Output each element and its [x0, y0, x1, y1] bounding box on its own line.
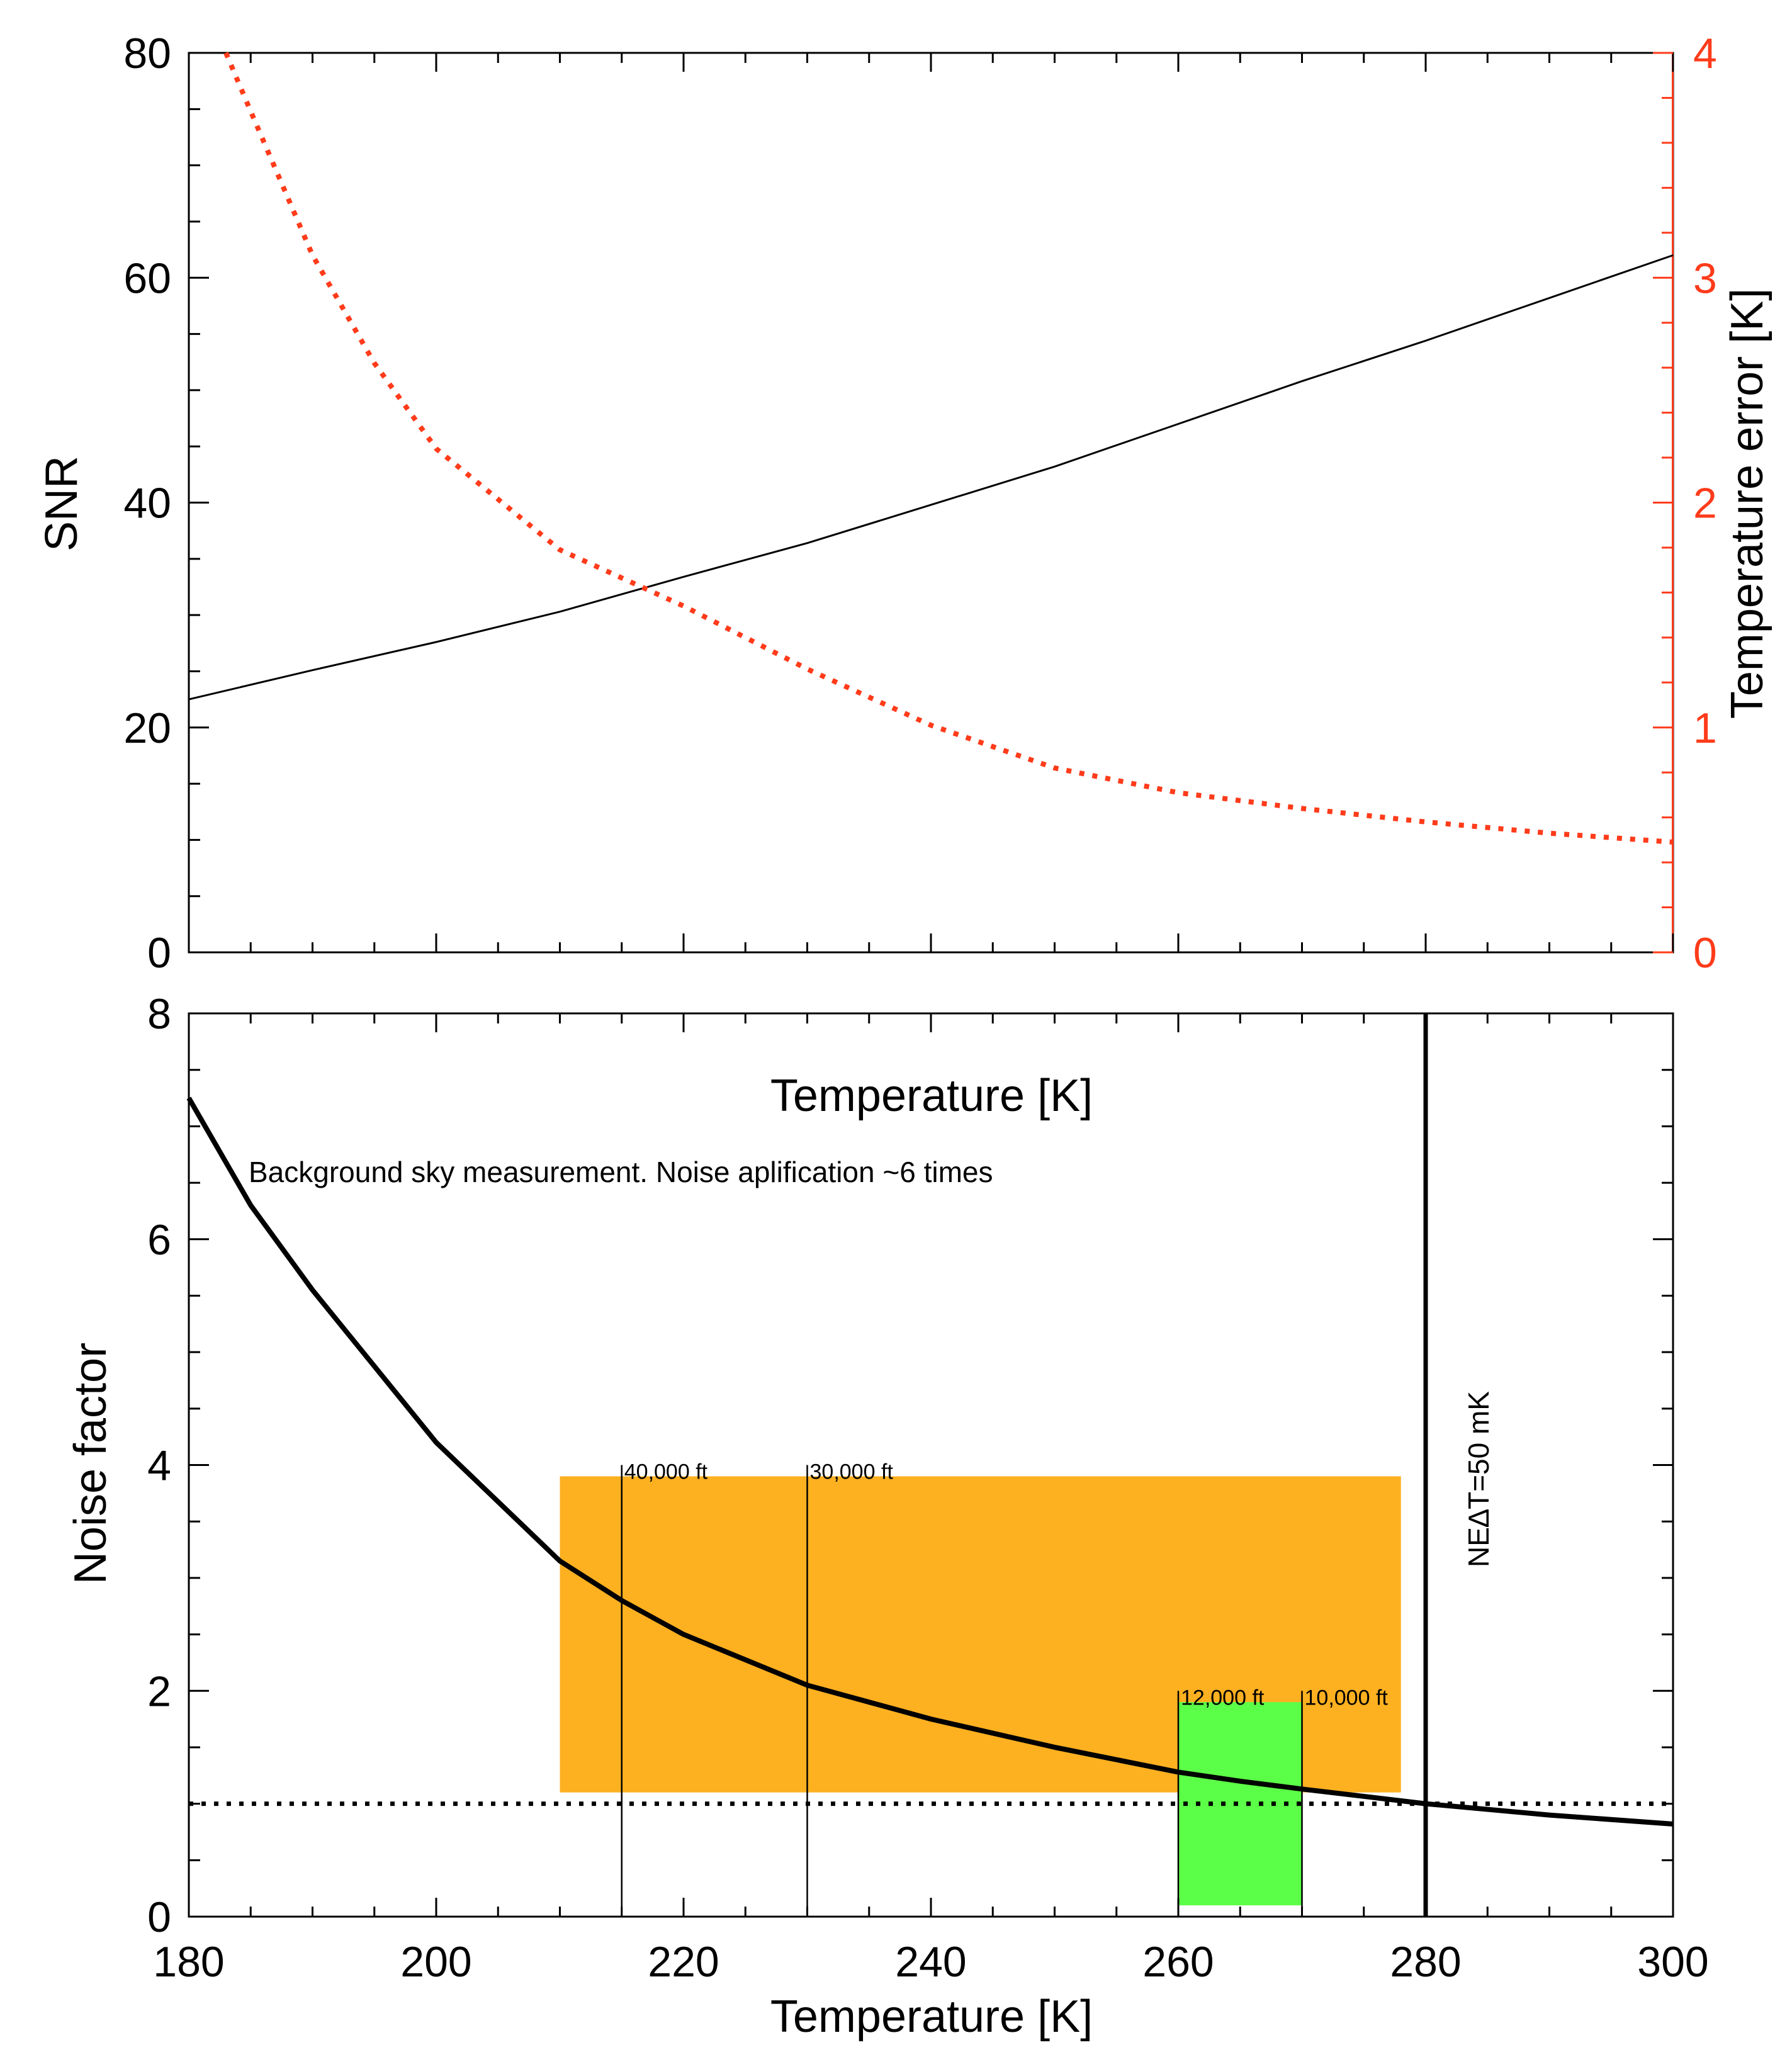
bottom-y-tick-label: 6: [147, 1216, 171, 1264]
top-y-tick-label: 20: [123, 704, 171, 752]
bottom-panel: 40,000 ft 30,000 ft 12,000 ft 10,000 ft 180…: [65, 990, 1709, 2042]
bottom-x-tick-label: 240: [895, 1938, 966, 1986]
bottom-x-tick-label: 280: [1390, 1938, 1461, 1986]
bottom-panel-title: Temperature [K]: [770, 1071, 1093, 1121]
altitude-marker-label: 40,000 ft: [624, 1460, 708, 1484]
bottom-x-tick-label: 180: [153, 1938, 224, 1986]
bottom-y-ticks: 0 2 4 6 8: [147, 990, 1673, 1941]
top-y-right-tick-label: 1: [1693, 704, 1717, 752]
bottom-x-tick-label: 260: [1142, 1938, 1214, 1986]
altitude-marker-label: 30,000 ft: [810, 1460, 894, 1484]
top-x-ticks: [188, 53, 1674, 952]
top-y-tick-label: 80: [123, 30, 171, 77]
altitude-marker-label: 12,000 ft: [1181, 1686, 1265, 1710]
bottom-x-axis-title: Temperature [K]: [770, 1992, 1093, 2042]
altitude-marker-label: 10,000 ft: [1305, 1686, 1389, 1710]
bottom-x-ticks: 180 200 220 240 260 280 300: [153, 1013, 1709, 1986]
bottom-y-tick-label: 0: [147, 1893, 171, 1941]
bottom-x-tick-label: 220: [648, 1938, 719, 1986]
bottom-y-tick-label: 2: [147, 1667, 171, 1715]
top-y-ticks-right: 0 1 2 3 4: [1653, 30, 1717, 977]
top-y-tick-label: 60: [123, 254, 171, 302]
top-panel: 0 20 40 60 80 0 1 2 3 4 SNR Temperature error [K…: [37, 30, 1772, 977]
top-y-ticks-left: 0 20 40 60 80: [123, 30, 209, 977]
bottom-y-tick-label: 4: [147, 1442, 171, 1490]
top-y-right-tick-label: 3: [1693, 254, 1717, 302]
snr-line: [188, 254, 1674, 701]
top-y-axis-title-right: Temperature error [K]: [1722, 288, 1772, 719]
bottom-altitude-lines: 40,000 ft 30,000 ft 12,000 ft 10,000 ft: [621, 1460, 1389, 1917]
netd-threshold-label: NE∆T=50 mK: [1462, 1391, 1495, 1567]
top-y-tick-label: 40: [123, 480, 171, 527]
bottom-y-tick-label: 8: [147, 990, 171, 1038]
top-y-right-tick-label: 0: [1693, 929, 1717, 977]
bottom-series-layer: [186, 1013, 1674, 1917]
bottom-x-tick-label: 200: [400, 1938, 471, 1986]
temperature-error-line: [223, 52, 1674, 845]
bottom-y-axis-title: Noise factor: [65, 1343, 116, 1584]
noise-factor-line: [186, 1096, 1674, 1827]
bottom-regions-layer: [560, 1476, 1401, 1906]
top-series-layer: [188, 52, 1674, 845]
top-y-tick-label: 0: [147, 929, 171, 977]
top-y-right-tick-label: 2: [1693, 480, 1717, 527]
top-y-axis-title: SNR: [37, 456, 87, 551]
top-y-right-tick-label: 4: [1693, 30, 1717, 77]
background-annotation: Background sky measurement. Noise aplifi…: [249, 1156, 993, 1188]
bottom-x-tick-label: 300: [1637, 1938, 1708, 1986]
